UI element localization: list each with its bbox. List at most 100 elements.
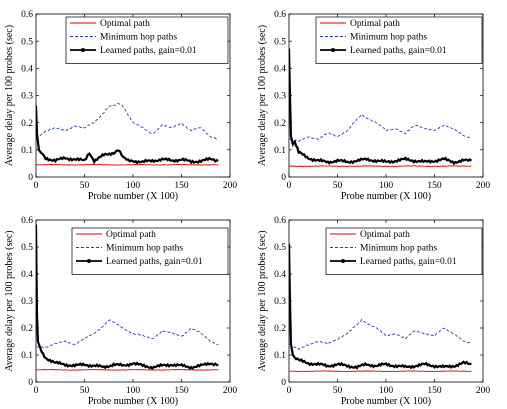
data-point [445,159,449,162]
data-point [51,359,54,363]
data-point [296,357,299,360]
x-tick-label: 50 [80,181,90,191]
y-tick-label: 0.1 [21,351,33,361]
data-point [321,160,324,163]
data-point [354,365,357,368]
series-line-minimum-hop-paths [36,102,219,140]
data-point [404,364,407,367]
data-point [412,160,415,164]
data-point [61,157,64,161]
legend-label: Optimal path [100,19,150,29]
y-tick-label: 0 [281,173,286,183]
data-point [379,364,382,367]
data-point [93,364,96,367]
legend-label: Optimal path [106,230,156,240]
data-point [181,157,184,160]
y-tick-label: 0.6 [21,10,33,20]
data-point [329,365,332,368]
legend-box [71,227,229,275]
data-point [362,364,365,367]
x-tick-label: 100 [379,386,394,396]
legend-marker [331,48,335,52]
data-point [209,362,212,365]
y-tick-label: 0.6 [21,216,33,226]
x-axis-label: Probe number (X 100) [341,396,431,407]
data-point [184,365,187,368]
data-point [445,364,449,368]
data-point [321,363,324,366]
legend-marker [81,48,85,52]
y-tick-label: 0.1 [21,146,33,156]
legend-box [315,16,483,64]
data-point [346,365,349,368]
legend: Optimal path Minimum hop paths Learned pat… [315,16,483,64]
legend: Optimal path Minimum hop paths Learned pat… [325,227,483,275]
data-point [354,160,357,163]
x-tick-label: 0 [287,181,292,191]
legend-box [65,16,229,64]
data-point [296,146,299,149]
x-tick-label: 200 [223,386,238,396]
data-point [312,158,316,161]
data-point [215,159,218,162]
data-point [95,158,99,161]
data-point [122,155,125,159]
y-tick-label: 0.2 [274,324,286,334]
y-axis-label: Average delay per 100 probes (sec) [4,230,15,371]
data-point [198,159,201,162]
y-tick-label: 0.6 [274,10,286,20]
data-point [462,159,465,162]
series-line-learned-paths-gain-0-01 [289,49,473,166]
x-tick-label: 100 [126,181,141,191]
plot-area [36,102,219,166]
data-point [131,160,135,163]
data-point [304,156,307,159]
series-line-minimum-hop-paths [36,319,219,349]
data-point [387,363,390,366]
data-point [454,160,457,164]
data-point [437,365,440,368]
chart-panel-bottom-left: 0 50 100 150 200 0 0.1 0.2 0.3 0.4 0.5 0.6 Probe num… [4,216,237,407]
x-tick-label: 150 [174,181,189,191]
y-axis-label: Average delay per 100 probes (sec) [4,25,15,166]
x-tick-label: 150 [174,386,189,396]
series-line-optimal-path [36,163,219,166]
chart-panel-top-right: 0 50 100 150 200 0 0.1 0.2 0.3 0.4 0.5 0.6 Probe num… [257,10,490,202]
x-tick-label: 50 [333,181,343,191]
data-point [346,160,349,163]
legend-label: Learned paths, gain=0.01 [350,46,447,56]
data-point [167,365,171,368]
x-tick-label: 200 [223,181,238,191]
y-tick-label: 0 [28,173,33,183]
data-point [462,360,465,364]
data-point [69,157,72,160]
data-point [429,364,432,367]
chart-panel-top-left: 0 50 100 150 200 0 0.1 0.2 0.3 0.4 0.5 0.6 Probe num… [4,10,237,202]
data-point [173,160,176,163]
data-point [420,159,424,162]
data-point [151,367,154,370]
legend: Optimal path Minimum hop paths Learned pat… [65,16,229,64]
data-point [289,48,291,51]
data-point [190,161,193,164]
legend: Optimal path Minimum hop paths Learned pat… [71,227,229,275]
y-tick-label: 0.5 [21,37,33,47]
data-point [312,363,316,366]
x-axis-label: Probe number (X 100) [341,191,431,202]
data-point [206,158,209,161]
data-point [77,158,81,162]
y-tick-label: 0.3 [21,92,33,102]
data-point [44,157,47,161]
legend-label: Learned paths, gain=0.01 [360,257,457,267]
legend-label: Optimal path [360,230,410,240]
data-point [337,159,340,162]
plot-area [289,243,472,373]
plot-area [289,48,473,167]
y-tick-label: 0.5 [274,37,286,47]
x-tick-label: 0 [34,386,39,396]
series-line-optimal-path [289,370,472,373]
data-point [159,363,162,366]
legend-label: Learned paths, gain=0.01 [100,46,197,56]
data-point [387,160,390,163]
data-point [118,363,121,367]
